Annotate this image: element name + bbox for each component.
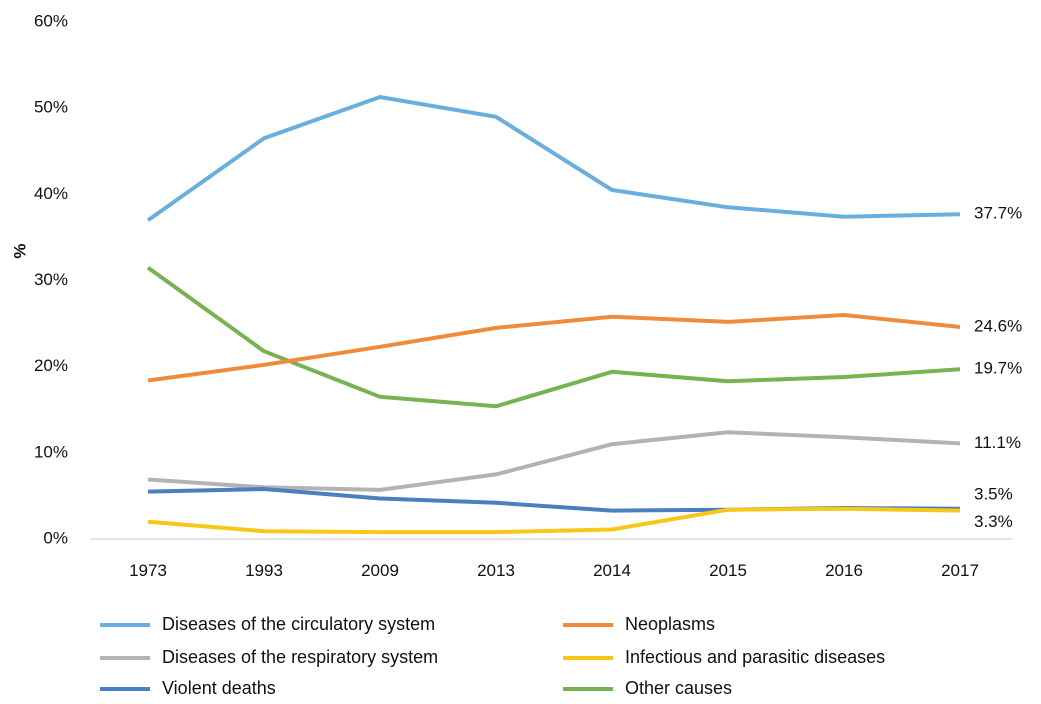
end-data-label: 37.7% (974, 204, 1022, 223)
x-tick-label: 2016 (825, 561, 863, 580)
y-tick-label: 50% (34, 98, 68, 117)
series-line (146, 265, 961, 409)
x-tick-label: 2015 (709, 561, 747, 580)
x-tick-label: 2009 (361, 561, 399, 580)
legend-label: Diseases of the circulatory system (162, 614, 435, 634)
y-axis-label: % (10, 243, 29, 258)
end-labels: 37.7% 24.6% 11.1% 3.3% 3.5% 19.7% (974, 204, 1022, 531)
end-data-label: 11.1% (974, 433, 1021, 452)
legend-label: Other causes (625, 678, 732, 698)
end-data-label: 3.5% (974, 484, 1013, 503)
y-tick-label: 60% (34, 11, 68, 30)
series-line (147, 506, 961, 535)
x-axis-ticks: 1973 1993 2009 2013 2014 2015 2016 2017 (129, 561, 979, 580)
y-tick-label: 0% (43, 528, 68, 547)
y-tick-label: 40% (34, 184, 68, 203)
legend-label: Neoplasms (625, 614, 715, 634)
y-tick-label: 30% (34, 270, 68, 289)
end-data-label: 24.6% (974, 317, 1022, 336)
legend-label: Diseases of the respiratory system (162, 647, 438, 667)
y-tick-label: 20% (34, 356, 68, 375)
y-axis-ticks: 0% 10% 20% 30% 40% 50% 60% (34, 11, 68, 547)
y-tick-label: 10% (34, 442, 68, 461)
x-tick-label: 1973 (129, 561, 167, 580)
legend-label: Violent deaths (162, 678, 276, 698)
series-line (146, 95, 961, 222)
legend-label: Infectious and parasitic diseases (625, 647, 885, 667)
series-lines (146, 95, 961, 535)
x-tick-label: 2013 (477, 561, 515, 580)
end-data-label: 3.3% (974, 512, 1013, 531)
x-tick-label: 2017 (941, 561, 979, 580)
series-line (147, 430, 961, 492)
series-line (147, 313, 961, 383)
x-tick-label: 2014 (593, 561, 631, 580)
end-data-label: 19.7% (974, 359, 1022, 378)
x-tick-label: 1993 (245, 561, 283, 580)
legend: Diseases of the circulatory system Neopla… (100, 614, 885, 698)
